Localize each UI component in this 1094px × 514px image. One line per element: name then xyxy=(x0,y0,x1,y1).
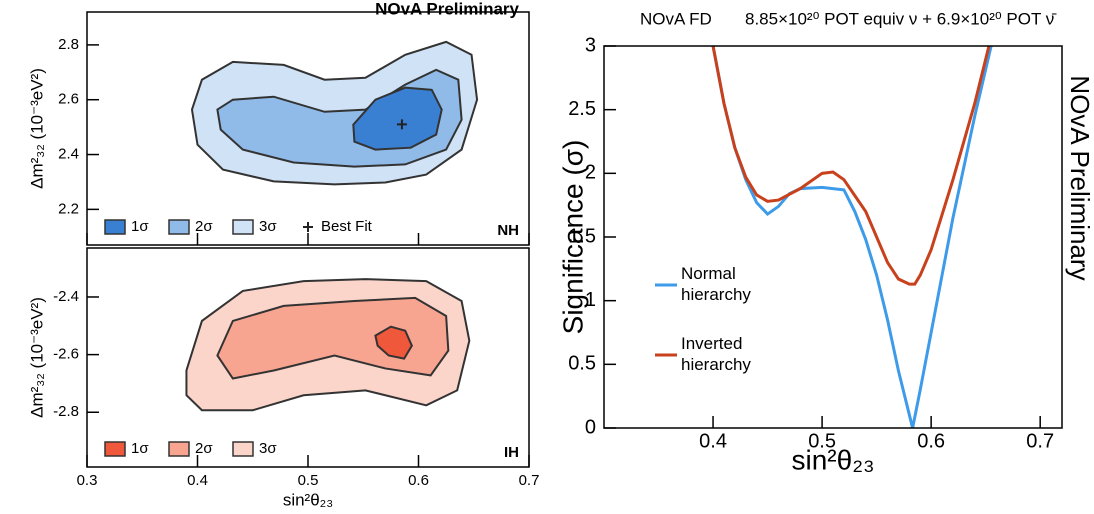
annotation: NOvA Preliminary xyxy=(375,0,519,18)
y-axis-label: Significance (σ) xyxy=(557,140,588,335)
x-tick-label: 0.7 xyxy=(1026,430,1054,452)
plot-frame xyxy=(603,45,1063,429)
legend-swatch xyxy=(104,219,126,235)
legend-label: 2σ xyxy=(195,218,213,235)
panel-label: IH xyxy=(504,444,519,461)
legend-label: 2σ xyxy=(195,440,213,457)
x-axis-label: sin²θ₂₃ xyxy=(283,490,333,509)
contour-region xyxy=(374,325,413,360)
y-tick-label: 2 xyxy=(585,162,596,184)
legend-marker xyxy=(303,222,313,232)
y-tick-label: -2.8 xyxy=(53,403,79,420)
legend-swatch xyxy=(104,441,126,457)
x-tick-label: 0.6 xyxy=(917,430,945,452)
legend-label: Inverted hierarchy xyxy=(681,334,751,374)
legend-label: 3σ xyxy=(259,440,277,457)
y-tick-label: 2.6 xyxy=(58,91,79,108)
legend-label: 1σ xyxy=(131,218,149,235)
y-tick-label: 0 xyxy=(585,416,596,438)
chart-subtitle: 8.85×10²⁰ POT equiv ν + 6.9×10²⁰ POT ν̄ xyxy=(745,9,1057,28)
legend-label: Best Fit xyxy=(321,218,373,235)
plot-area xyxy=(711,46,993,428)
panel-label: NH xyxy=(497,222,519,239)
y-tick-label: 2.8 xyxy=(58,36,79,53)
legend-label: Normal hierarchy xyxy=(681,264,751,304)
x-tick-label: 0.4 xyxy=(187,472,208,489)
legend-label: 3σ xyxy=(259,218,277,235)
y-tick-label: -2.6 xyxy=(53,346,79,363)
legend-swatch xyxy=(232,441,254,457)
legend-label: 1σ xyxy=(131,440,149,457)
x-tick-label: 0.5 xyxy=(808,430,836,452)
plot-area xyxy=(185,278,471,412)
legend-swatch xyxy=(168,441,190,457)
y-tick-label: 3 xyxy=(585,34,596,56)
x-tick-label: 0.3 xyxy=(77,472,98,489)
y-axis-label: Δm²₃₂ (10⁻³eV²) xyxy=(27,297,46,418)
best-fit-marker xyxy=(396,119,407,130)
series-line xyxy=(711,46,991,286)
y-tick-label: -2.4 xyxy=(53,288,79,305)
contour-region xyxy=(352,86,443,151)
y-tick-label: 1 xyxy=(585,289,596,311)
x-tick-label: 0.4 xyxy=(699,430,727,452)
y-axis-label: Δm²₃₂ (10⁻³eV²) xyxy=(27,68,46,189)
legend-swatch xyxy=(168,219,190,235)
y-tick-label: 2.5 xyxy=(568,98,596,120)
y-tick-label: 1.5 xyxy=(568,225,596,247)
contour-region xyxy=(216,296,450,380)
x-axis-label: sin²θ₂₃ xyxy=(792,444,875,475)
legend-swatch xyxy=(232,219,254,235)
y-tick-label: 0.5 xyxy=(568,353,596,375)
x-tick-label: 0.7 xyxy=(519,472,540,489)
x-tick-label: 0.6 xyxy=(408,472,429,489)
y-tick-label: 2.4 xyxy=(58,146,79,163)
y-tick-label: 2.2 xyxy=(58,200,79,217)
annotation: NOvA Preliminary xyxy=(1065,75,1094,280)
series-line xyxy=(711,46,993,428)
x-tick-label: 0.5 xyxy=(298,472,319,489)
chart-title: NOvA FD xyxy=(640,9,712,28)
plot-area xyxy=(190,40,479,186)
